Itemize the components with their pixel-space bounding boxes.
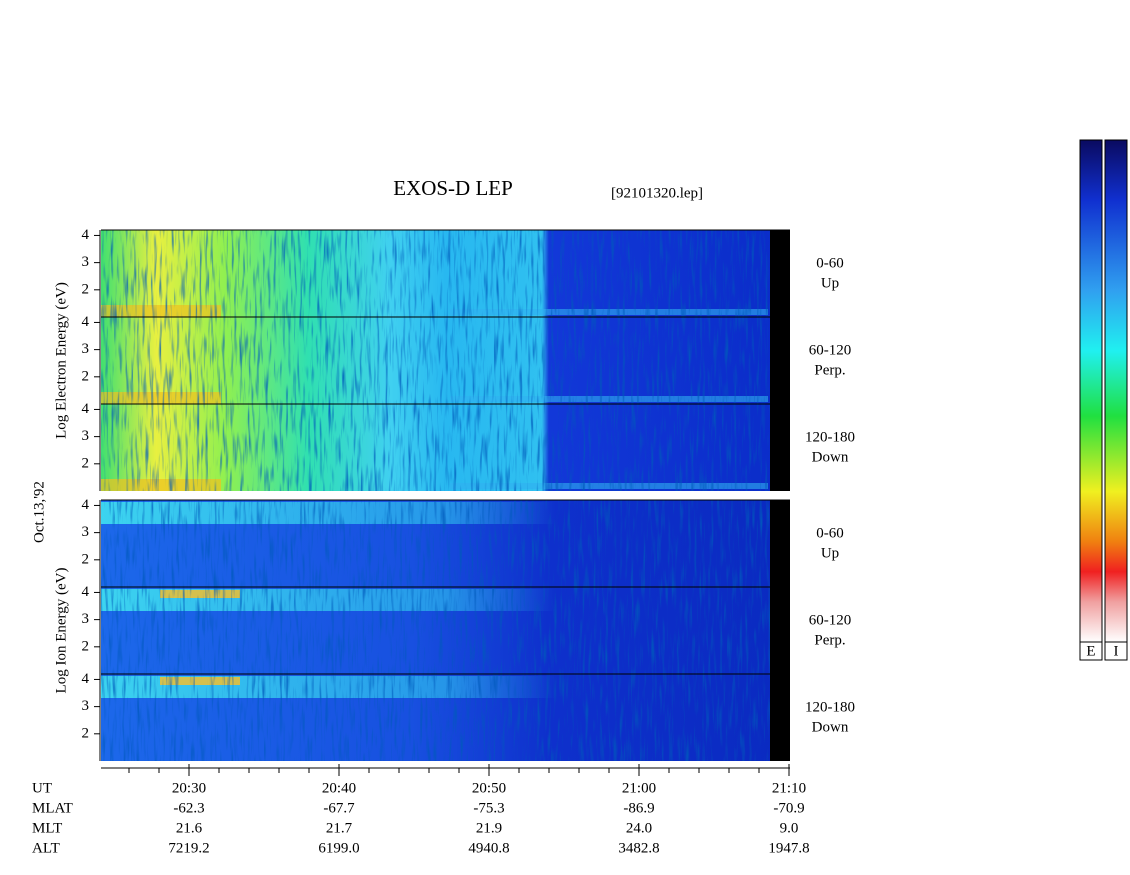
y-tick-label: 2 [82, 638, 90, 654]
row-value: 20:30 [172, 780, 206, 796]
y-tick-label: 3 [82, 698, 90, 714]
row-label: MLAT [32, 800, 73, 816]
y-tick-label: 2 [82, 725, 90, 741]
y-tick-label: 4 [82, 401, 90, 417]
direction-label: Perp. [814, 362, 845, 378]
spectrogram-texture [101, 500, 790, 587]
angle-label: 0-60 [816, 255, 844, 271]
row-value: -70.9 [773, 800, 804, 816]
angle-label: 120-180 [805, 429, 855, 445]
spectrogram-texture [101, 674, 790, 761]
row-value: 1947.8 [768, 840, 809, 856]
no-data [770, 674, 790, 761]
y-tick-label: 2 [82, 455, 90, 471]
y-tick-label: 2 [82, 368, 90, 384]
row-value: 4940.8 [468, 840, 509, 856]
y-tick-label: 4 [82, 671, 90, 687]
row-value: 21.6 [176, 820, 203, 836]
colorbar-label: E [1086, 643, 1095, 659]
colorbar-label-box [1079, 641, 1103, 661]
no-data [770, 230, 790, 317]
row-value: -62.3 [173, 800, 204, 816]
spectrogram-texture [101, 230, 790, 317]
y-tick-label: 4 [82, 497, 90, 513]
angle-label: 60-120 [809, 612, 852, 628]
no-data [770, 587, 790, 674]
y-tick-label: 3 [82, 428, 90, 444]
angle-label: 60-120 [809, 342, 852, 358]
y-tick-label: 4 [82, 227, 90, 243]
date: Oct.13,'92 [31, 481, 47, 543]
row-value: 21.9 [476, 820, 502, 836]
spectrogram-texture [101, 404, 790, 491]
no-data [770, 404, 790, 491]
row-label: MLT [32, 820, 62, 836]
direction-label: Down [812, 719, 849, 735]
y-tick-label: 3 [82, 341, 90, 357]
spectrogram-texture [101, 317, 790, 404]
group-label: Log Ion Energy (eV) [53, 568, 69, 694]
y-tick-label: 3 [82, 524, 90, 540]
row-value: 20:50 [472, 780, 506, 796]
row-value: 9.0 [780, 820, 799, 836]
row-value: 7219.2 [168, 840, 209, 856]
angle-label: 120-180 [805, 699, 855, 715]
row-value: -75.3 [473, 800, 504, 816]
y-tick-label: 4 [82, 314, 90, 330]
row-value: 21:10 [772, 780, 806, 796]
row-label: UT [32, 780, 52, 796]
colorbar-label: I [1114, 643, 1119, 659]
file-name: [92101320.lep] [611, 185, 703, 201]
direction-label: Perp. [814, 632, 845, 648]
y-tick-label: 4 [82, 584, 90, 600]
colorbar-electron [1079, 139, 1103, 643]
colorbar-ion [1104, 139, 1128, 643]
row-value: 20:40 [322, 780, 356, 796]
row-value: 21.7 [326, 820, 353, 836]
colorbar-label-box [1104, 641, 1128, 661]
direction-label: Down [812, 449, 849, 465]
row-value: -86.9 [623, 800, 654, 816]
y-tick-label: 3 [82, 611, 90, 627]
row-value: 21:00 [622, 780, 656, 796]
direction-label: Up [821, 275, 839, 291]
y-tick-label: 2 [82, 551, 90, 567]
angle-label: 0-60 [816, 525, 844, 541]
row-value: -67.7 [323, 800, 355, 816]
row-value: 6199.0 [318, 840, 359, 856]
title: EXOS-D LEP [393, 176, 513, 200]
no-data [770, 317, 790, 404]
y-tick-label: 2 [82, 281, 90, 297]
row-label: ALT [32, 840, 60, 856]
no-data [770, 500, 790, 587]
spectrogram-texture [101, 587, 790, 674]
group-label: Log Electron Energy (eV) [53, 282, 69, 439]
direction-label: Up [821, 545, 839, 561]
y-tick-label: 3 [82, 254, 90, 270]
row-value: 24.0 [626, 820, 652, 836]
row-value: 3482.8 [618, 840, 659, 856]
